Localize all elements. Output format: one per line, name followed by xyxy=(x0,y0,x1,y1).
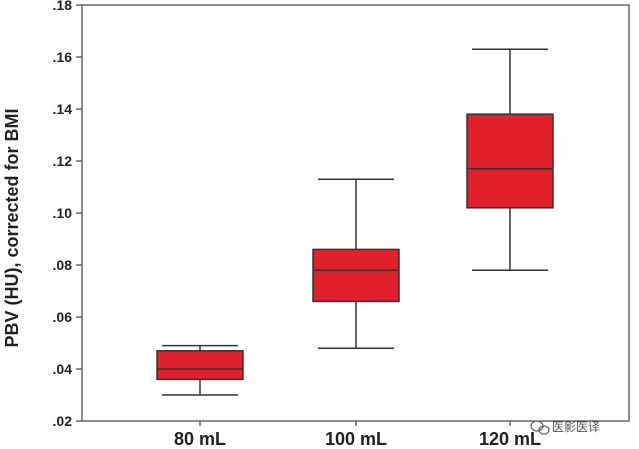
y-tick-label: .18 xyxy=(53,0,73,13)
x-category-label: 120 mL xyxy=(479,429,541,449)
x-category-label: 80 mL xyxy=(174,429,226,449)
box-group xyxy=(466,48,554,271)
y-tick-label: .06 xyxy=(53,309,73,325)
iqr-box xyxy=(156,350,244,381)
y-tick-label: .04 xyxy=(53,361,73,377)
y-tick-label: .12 xyxy=(53,153,73,169)
watermark: 医影医译 xyxy=(530,420,600,435)
y-axis-ticks: .02 .04 .06 .08 .10 .12 .14 .16 .18 xyxy=(53,0,82,429)
y-tick-label: .10 xyxy=(53,205,73,221)
x-category-label: 100 mL xyxy=(325,429,387,449)
y-tick-label: .16 xyxy=(53,49,73,65)
box-group xyxy=(312,178,400,349)
box-group xyxy=(156,344,244,396)
x-axis-categories: 80 mL 100 mL 120 mL xyxy=(174,421,541,449)
iqr-box xyxy=(312,248,400,303)
y-tick-label: .02 xyxy=(53,413,73,429)
wechat-icon xyxy=(530,420,550,435)
y-tick-label: .14 xyxy=(53,101,73,117)
watermark-text: 医影医译 xyxy=(552,420,600,434)
y-tick-label: .08 xyxy=(53,257,73,273)
iqr-box xyxy=(466,113,554,209)
box-series xyxy=(156,48,554,396)
y-axis-title: PBV (HU), corrected for BMI xyxy=(2,108,22,347)
